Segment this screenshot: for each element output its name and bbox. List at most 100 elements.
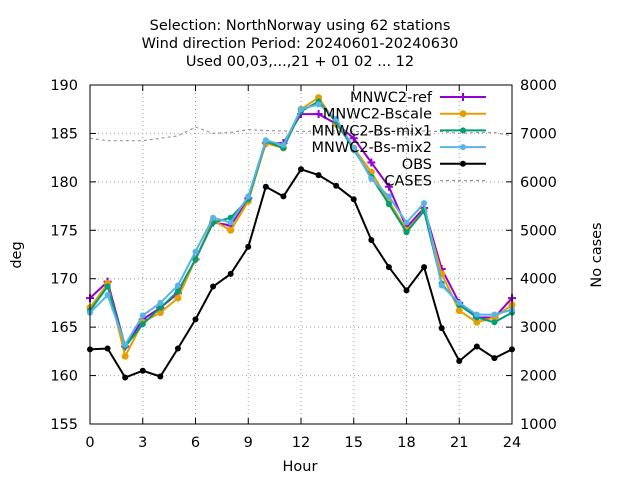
data-point: [245, 243, 252, 250]
y-tick-label: 185: [50, 126, 78, 142]
data-point: [104, 292, 111, 299]
legend-label: MNWC2-ref: [350, 90, 433, 106]
data-point: [491, 319, 498, 326]
x-tick-label: 6: [191, 435, 200, 451]
data-point: [421, 200, 428, 207]
data-point: [438, 325, 445, 332]
series-mnwc2-bs-mix2: [87, 101, 515, 348]
data-point: [385, 201, 392, 208]
data-point: [174, 282, 181, 289]
data-point: [262, 137, 269, 144]
data-point: [192, 316, 199, 323]
data-point: [280, 193, 287, 200]
data-point: [491, 311, 498, 318]
x-tick-label: 18: [397, 435, 415, 451]
data-point: [227, 219, 234, 226]
data-point: [280, 142, 287, 149]
x-tick-label: 21: [450, 435, 468, 451]
data-point: [210, 214, 217, 221]
y-tick-label: 155: [50, 417, 78, 433]
legend-item: OBS: [402, 157, 486, 173]
data-point: [438, 282, 445, 289]
data-point: [262, 183, 269, 190]
data-point: [210, 283, 217, 290]
y2-tick-label: 8000: [520, 78, 557, 94]
data-point: [403, 287, 410, 294]
y-axis-label: deg: [9, 241, 25, 268]
data-point: [157, 373, 164, 380]
legend-marker: [460, 144, 466, 151]
data-point: [350, 196, 357, 203]
plot-area: [86, 94, 516, 381]
x-tick-label: 0: [85, 435, 94, 451]
data-point: [174, 294, 182, 302]
data-point: [122, 341, 129, 348]
y2-tick-label: 2000: [520, 369, 557, 385]
data-point: [473, 318, 481, 326]
x-tick-label: 9: [244, 435, 253, 451]
data-point: [455, 307, 463, 315]
axis-ticks: 0 3 6 9 12 15 18 21 24 155 160 165 170 175 180 185 190 10…: [50, 78, 557, 451]
title-line-1: Selection: NorthNorway using 62 stations: [150, 18, 451, 34]
data-point: [333, 115, 340, 122]
y-tick-label: 190: [50, 78, 78, 94]
x-axis-label: Hour: [283, 459, 318, 475]
data-point: [298, 106, 304, 113]
y-tick-label: 180: [50, 175, 78, 191]
data-point: [315, 172, 322, 179]
data-point: [385, 264, 392, 271]
data-point: [421, 264, 428, 271]
data-point: [491, 355, 498, 362]
legend-item: MNWC2-Bs-mix2: [312, 140, 486, 156]
data-point: [350, 144, 357, 151]
data-point: [122, 374, 129, 381]
data-point: [121, 352, 129, 360]
data-point: [104, 345, 111, 352]
data-point: [456, 358, 463, 365]
data-point: [368, 236, 375, 243]
data-point: [367, 158, 376, 167]
legend-label: MNWC2-Bs-mix1: [312, 123, 432, 139]
data-point: [227, 270, 234, 277]
data-point: [192, 248, 199, 255]
data-point: [139, 312, 146, 319]
y2-tick-label: 5000: [520, 223, 557, 239]
legend-label: OBS: [402, 157, 432, 173]
y2-tick-label: 4000: [520, 272, 557, 288]
x-tick-label: 12: [292, 435, 310, 451]
data-point: [227, 226, 235, 234]
data-point: [298, 166, 304, 173]
series-line-cases: [89, 126, 513, 142]
data-point: [157, 299, 164, 306]
legend-item: MNWC2-Bs-mix1: [312, 123, 486, 139]
x-tick-label: 3: [138, 435, 147, 451]
data-point: [349, 134, 358, 143]
legend-marker: [459, 110, 467, 118]
legend-marker: [460, 127, 466, 134]
data-point: [315, 101, 322, 108]
data-point: [174, 288, 181, 295]
series-cases: [89, 126, 513, 142]
data-point: [156, 309, 164, 317]
data-point: [473, 311, 480, 318]
x-tick-label: 24: [503, 435, 521, 451]
series-obs: [87, 166, 515, 381]
y2-tick-label: 7000: [520, 126, 557, 142]
data-point: [456, 299, 463, 306]
data-point: [473, 343, 480, 350]
series-mnwc2-bs-mix1: [87, 98, 515, 350]
data-point: [192, 256, 199, 263]
legend: MNWC2-refMNWC2-BscaleMNWC2-Bs-mix1MNWC2-…: [312, 90, 486, 190]
series-line-mnwc2-ref: [89, 113, 513, 349]
data-point: [314, 110, 323, 119]
title-line-3: Used 00,03,...,21 + 01 02 ... 12: [186, 54, 414, 70]
data-point: [139, 367, 146, 374]
chart-title: Selection: NorthNorway using 62 stations…: [142, 18, 459, 70]
y-tick-label: 175: [50, 223, 78, 239]
data-point: [368, 175, 375, 182]
data-point: [384, 182, 393, 191]
data-point: [174, 345, 181, 352]
legend-marker: [460, 160, 466, 167]
legend-label: CASES: [384, 174, 432, 190]
data-point: [157, 304, 164, 311]
